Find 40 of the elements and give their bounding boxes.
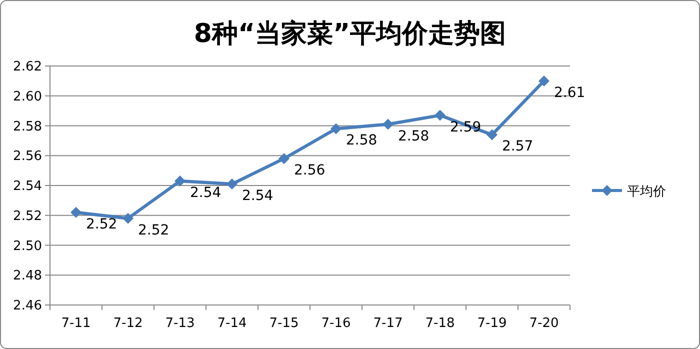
y-tick-label: 2.50 xyxy=(13,238,42,254)
y-tick-label: 2.58 xyxy=(13,119,42,134)
x-tick-label: 7-15 xyxy=(269,316,299,331)
y-tick-label: 2.62 xyxy=(13,60,42,74)
x-tick-label: 7-14 xyxy=(217,316,247,331)
x-tick-label: 7-18 xyxy=(425,316,455,331)
y-tick-label: 2.54 xyxy=(13,179,42,194)
y-tick-label: 2.46 xyxy=(13,298,42,314)
data-label: 2.52 xyxy=(86,216,118,232)
data-label: 2.58 xyxy=(346,132,378,149)
data-label: 2.52 xyxy=(138,222,170,238)
x-tick-label: 7-20 xyxy=(529,316,559,331)
y-tick-label: 2.48 xyxy=(13,268,42,284)
y-tick-label: 2.56 xyxy=(13,149,42,164)
point xyxy=(538,75,550,86)
point xyxy=(122,212,134,224)
point xyxy=(382,118,394,130)
x-tick-label: 7-13 xyxy=(165,316,195,331)
point xyxy=(278,153,290,164)
x-tick-label: 7-12 xyxy=(113,316,143,331)
point xyxy=(330,123,342,134)
point xyxy=(70,206,82,218)
data-label: 2.61 xyxy=(554,84,586,101)
x-tick-label: 7-16 xyxy=(321,316,351,331)
point xyxy=(486,129,498,140)
data-label: 2.54 xyxy=(190,185,222,202)
point xyxy=(226,178,238,190)
data-label: 2.56 xyxy=(294,162,326,179)
y-tick-label: 2.52 xyxy=(13,208,42,224)
point xyxy=(174,176,186,187)
x-tick-label: 7-19 xyxy=(477,316,507,331)
legend-label: 平均价 xyxy=(627,184,666,200)
y-tick-label: 2.60 xyxy=(13,89,42,104)
x-tick-label: 7-17 xyxy=(373,316,403,331)
point xyxy=(434,110,446,121)
data-label: 2.54 xyxy=(242,188,274,204)
data-label: 2.58 xyxy=(398,128,430,144)
data-label: 2.57 xyxy=(502,138,534,155)
chart-title: 8种“当家菜”平均价走势图 xyxy=(194,19,506,49)
x-tick-label: 7-11 xyxy=(61,316,91,331)
